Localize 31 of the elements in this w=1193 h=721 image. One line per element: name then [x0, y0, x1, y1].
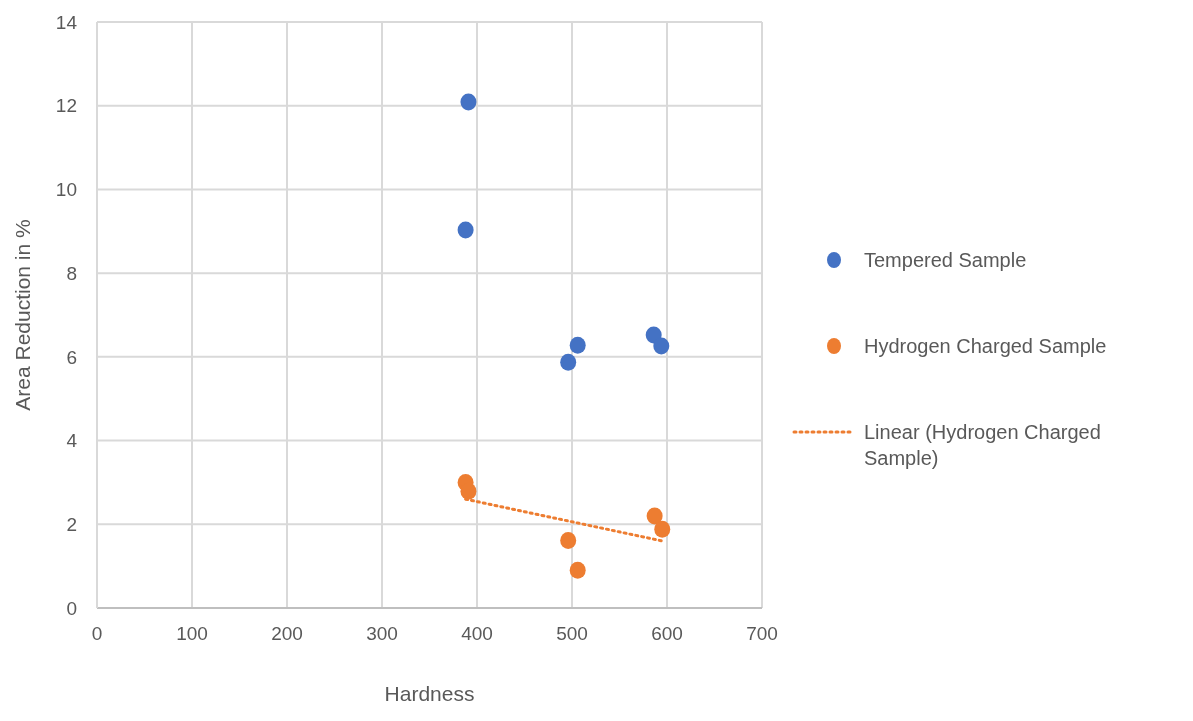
point — [646, 507, 663, 525]
x-axis-title: Hardness — [384, 682, 475, 705]
point — [460, 482, 477, 500]
y-tick-label: 2 — [66, 513, 77, 535]
x-tick-label: 700 — [746, 623, 778, 644]
x-tick-label: 600 — [651, 623, 683, 644]
y-tick-label: 10 — [55, 179, 77, 201]
point — [569, 561, 586, 579]
y-tick-label: 12 — [55, 95, 77, 117]
legend-label: Tempered Sample — [864, 249, 1027, 271]
x-tick-label: 200 — [271, 623, 303, 644]
y-tick-label: 0 — [66, 597, 77, 619]
point — [560, 353, 577, 371]
point — [654, 520, 671, 538]
y-tick-label: 14 — [55, 11, 78, 33]
y-tick-label: 8 — [66, 262, 77, 284]
x-tick-label: 500 — [556, 623, 588, 644]
x-tick-label: 400 — [461, 623, 493, 644]
x-tick-label: 100 — [176, 623, 208, 644]
y-tick-label: 4 — [66, 430, 78, 452]
point — [653, 337, 670, 355]
legend-label: Linear (Hydrogen Charged Sample) — [864, 421, 1101, 469]
point — [569, 336, 586, 354]
point — [460, 93, 477, 111]
legend-label: Hydrogen Charged Sample — [864, 335, 1107, 357]
x-tick-label: 300 — [366, 623, 398, 644]
y-axis-title: Area Reduction in % — [11, 219, 34, 411]
x-tick-label: 0 — [91, 623, 103, 644]
point — [457, 221, 474, 239]
point — [560, 532, 577, 550]
y-tick-label: 6 — [66, 346, 77, 368]
